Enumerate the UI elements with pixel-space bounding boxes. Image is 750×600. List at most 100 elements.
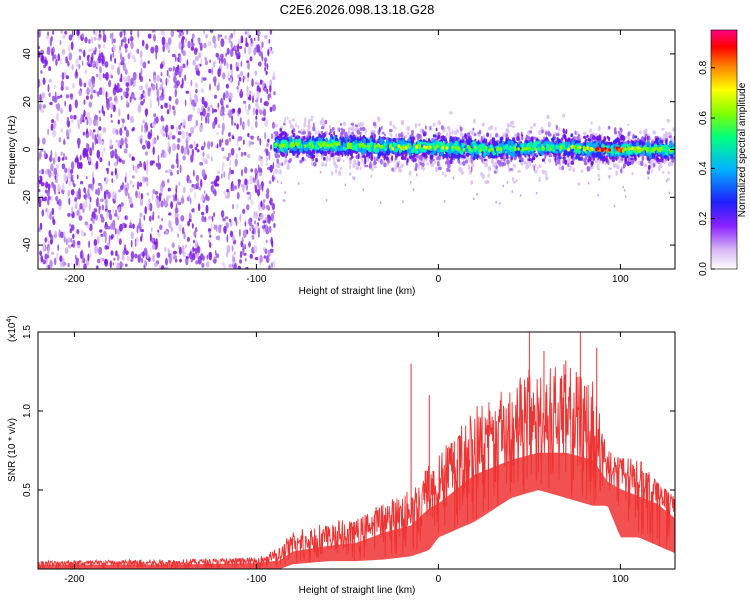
band-speck xyxy=(505,133,509,139)
noise-speck xyxy=(109,33,112,39)
noise-speck xyxy=(163,197,166,205)
band-speck xyxy=(509,168,513,171)
band-speck xyxy=(286,116,289,120)
noise-speck xyxy=(209,241,212,248)
noise-speck xyxy=(245,257,247,262)
noise-speck xyxy=(173,85,176,89)
band-speck xyxy=(434,160,436,165)
band-speck xyxy=(501,152,505,157)
band-speck xyxy=(331,153,334,158)
band-speck xyxy=(334,169,338,174)
noise-speck xyxy=(262,199,266,203)
band-speck xyxy=(590,161,594,166)
band-speck xyxy=(359,135,362,140)
noise-speck xyxy=(225,216,229,220)
noise-speck xyxy=(117,206,121,212)
noise-speck xyxy=(198,52,202,59)
band-speck xyxy=(521,159,524,162)
noise-speck xyxy=(251,230,254,235)
band-speck xyxy=(457,154,460,161)
noise-speck xyxy=(174,192,178,202)
band-speck xyxy=(613,163,617,168)
noise-speck xyxy=(204,216,207,223)
band-speck xyxy=(381,131,385,135)
noise-speck xyxy=(94,245,98,254)
band-speck xyxy=(419,161,422,166)
noise-speck xyxy=(269,85,272,93)
noise-speck xyxy=(114,148,117,154)
noise-speck xyxy=(165,42,169,50)
band-speck xyxy=(422,132,426,137)
noise-speck xyxy=(247,196,250,201)
noise-speck xyxy=(140,257,144,264)
noise-speck xyxy=(258,172,263,177)
band-speck xyxy=(357,154,360,160)
noise-speck xyxy=(68,128,72,134)
noise-speck xyxy=(70,237,73,243)
band-speck xyxy=(494,162,498,166)
noise-speck xyxy=(39,169,43,175)
noise-speck xyxy=(260,97,262,104)
noise-speck xyxy=(179,246,182,255)
band-speck xyxy=(639,140,644,145)
band-speck xyxy=(373,165,378,169)
noise-speck xyxy=(261,117,265,122)
noise-speck xyxy=(65,238,68,246)
noise-speck xyxy=(118,189,122,193)
noise-speck xyxy=(51,182,54,189)
noise-speck xyxy=(232,254,235,263)
noise-speck xyxy=(236,88,240,93)
noise-speck xyxy=(197,37,201,42)
noise-speck xyxy=(228,263,233,269)
band-speck xyxy=(341,151,344,157)
band-speck xyxy=(627,137,631,141)
noise-speck xyxy=(96,258,101,264)
noise-speck xyxy=(63,173,68,182)
noise-speck xyxy=(118,238,122,245)
noise-speck xyxy=(82,202,87,210)
noise-speck xyxy=(248,241,251,248)
noise-speck xyxy=(223,190,227,196)
noise-speck xyxy=(69,93,74,100)
noise-speck xyxy=(101,55,104,65)
noise-speck xyxy=(76,229,80,235)
noise-speck xyxy=(44,196,47,202)
band-speck xyxy=(354,124,359,128)
noise-speck xyxy=(140,67,143,76)
noise-speck xyxy=(151,138,155,147)
noise-speck xyxy=(48,66,51,72)
noise-speck xyxy=(263,108,267,117)
noise-speck xyxy=(63,235,66,243)
noise-speck xyxy=(194,227,198,233)
noise-speck xyxy=(91,141,95,151)
noise-speck xyxy=(160,265,165,269)
noise-speck xyxy=(217,68,221,78)
noise-speck xyxy=(202,108,206,117)
band-speck xyxy=(603,136,607,142)
band-speck xyxy=(395,133,398,139)
noise-speck xyxy=(165,131,168,138)
noise-speck xyxy=(121,159,125,165)
noise-speck xyxy=(225,222,229,229)
noise-speck xyxy=(258,184,263,191)
noise-speck xyxy=(175,217,179,226)
noise-speck xyxy=(139,160,142,167)
noise-speck xyxy=(122,30,125,33)
noise-speck xyxy=(238,77,242,82)
noise-speck xyxy=(49,239,53,245)
noise-speck xyxy=(68,197,71,206)
noise-speck xyxy=(142,175,146,183)
band-speck xyxy=(567,162,570,167)
band-speck xyxy=(364,164,369,168)
noise-speck xyxy=(232,203,234,210)
band-speck xyxy=(358,122,362,128)
noise-speck xyxy=(226,62,229,69)
noise-speck xyxy=(128,225,133,229)
noise-speck xyxy=(153,75,157,84)
noise-speck xyxy=(141,39,145,47)
band-speck xyxy=(562,159,565,164)
noise-speck xyxy=(180,145,184,154)
band-speck xyxy=(462,161,466,166)
noise-speck xyxy=(150,227,153,232)
noise-speck xyxy=(181,130,185,139)
